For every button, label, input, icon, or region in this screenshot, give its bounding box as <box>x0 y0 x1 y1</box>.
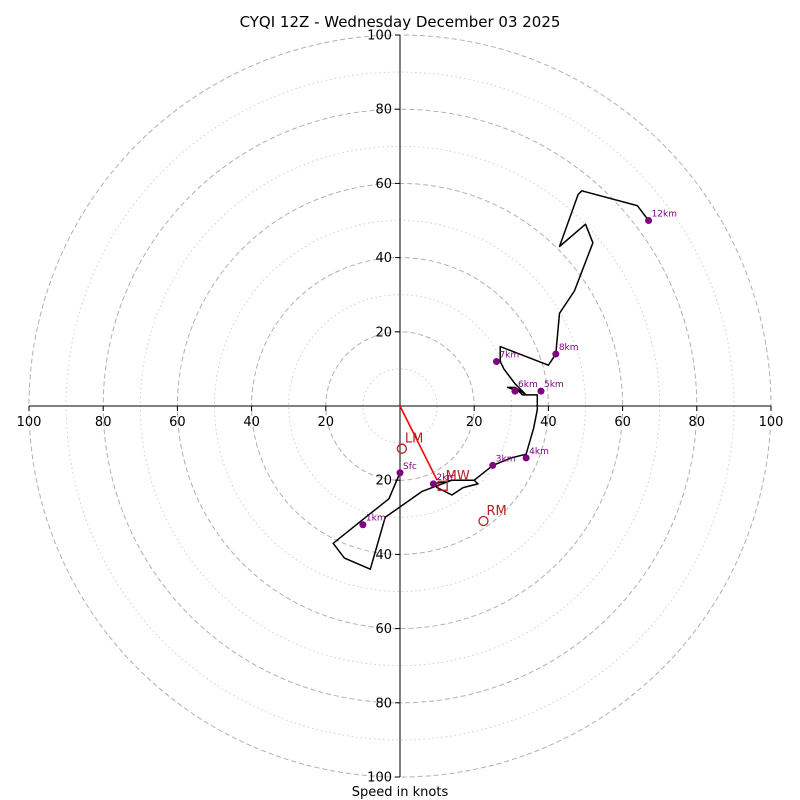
x-tick-label: 40 <box>540 415 557 430</box>
height-marker-dot <box>396 469 404 477</box>
shear-vector-line <box>399 405 438 481</box>
height-marker-label: 1km <box>366 514 386 524</box>
y-tick-label: 60 <box>375 177 392 192</box>
wind-trace-line <box>332 190 650 570</box>
height-marker-dot <box>489 461 497 469</box>
storm-motion-marker <box>396 443 408 454</box>
y-tick-label: 80 <box>375 103 392 118</box>
chart-title: CYQI 12Z - Wednesday December 03 2025 <box>240 13 561 31</box>
height-marker-label: 12km <box>652 210 677 220</box>
x-tick-label: 100 <box>759 415 784 430</box>
storm-motion-marker <box>437 480 448 491</box>
height-markers: Sfc 1km 2km 3km 4km 5km 6km 7km 8km 12km <box>359 210 677 529</box>
x-tick-label: 40 <box>243 415 260 430</box>
height-marker-dot <box>492 357 500 365</box>
y-tick-label: 100 <box>367 771 392 786</box>
height-marker-dot <box>645 217 653 224</box>
height-marker-label: 5km <box>544 380 564 390</box>
storm-motion-markers: LM MW RM <box>396 432 507 527</box>
shear-vector-group <box>399 405 438 481</box>
wind-trace-group <box>332 190 650 570</box>
y-tick-label: 80 <box>375 696 392 711</box>
height-marker-label: 6km <box>518 380 538 390</box>
x-tick-label: 80 <box>689 415 706 430</box>
y-ticks: 100 80 60 40 20 20 40 60 80 100 <box>367 29 400 786</box>
height-marker-label: Sfc <box>403 462 417 472</box>
height-marker-dot <box>359 521 367 529</box>
height-marker-label: 3km <box>496 454 516 464</box>
height-marker-dot <box>552 350 560 358</box>
y-tick-label: 20 <box>375 325 392 340</box>
storm-motion-label: LM <box>405 432 423 447</box>
height-marker-dot <box>522 454 530 462</box>
height-marker-dot <box>511 387 519 395</box>
x-tick-label: 80 <box>95 415 112 430</box>
height-marker-label: 7km <box>499 350 519 360</box>
y-tick-label: 20 <box>375 474 392 489</box>
x-tick-label: 60 <box>169 415 186 430</box>
x-tick-label: 100 <box>17 415 42 430</box>
y-tick-label: 100 <box>367 29 392 44</box>
x-axis-label: Speed in knots <box>352 785 449 800</box>
height-marker-label: 2km <box>436 473 456 483</box>
x-tick-label: 60 <box>614 415 631 430</box>
x-tick-label: 20 <box>318 415 335 430</box>
height-marker-dot <box>429 480 437 488</box>
x-ticks: 100 80 60 40 20 20 40 60 80 100 <box>17 406 784 430</box>
x-tick-label: 20 <box>466 415 483 430</box>
y-tick-label: 60 <box>375 622 392 637</box>
height-marker-label: 8km <box>559 343 579 353</box>
height-marker-label: 4km <box>529 447 549 457</box>
y-tick-label: 40 <box>375 251 392 266</box>
storm-motion-label: MW <box>446 469 470 484</box>
height-marker-dot <box>537 387 545 395</box>
storm-motion-marker <box>478 515 489 527</box>
storm-motion-label: RM <box>486 504 506 519</box>
y-tick-label: 40 <box>375 548 392 563</box>
